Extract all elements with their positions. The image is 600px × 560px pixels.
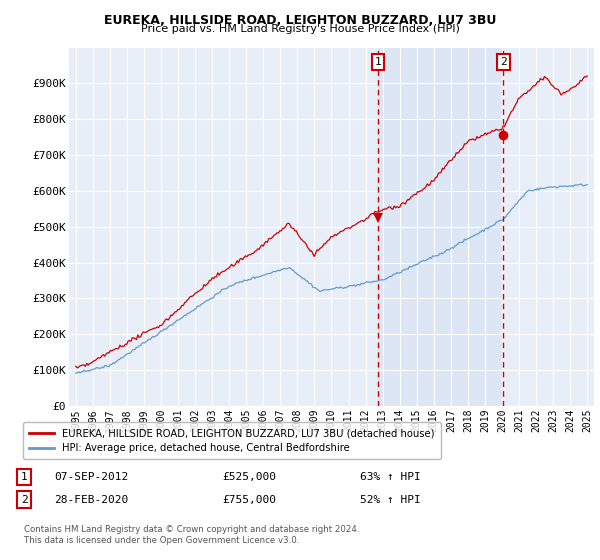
Text: 2: 2 bbox=[500, 57, 507, 67]
Text: 1: 1 bbox=[20, 472, 28, 482]
Text: EUREKA, HILLSIDE ROAD, LEIGHTON BUZZARD, LU7 3BU: EUREKA, HILLSIDE ROAD, LEIGHTON BUZZARD,… bbox=[104, 14, 496, 27]
Text: 07-SEP-2012: 07-SEP-2012 bbox=[54, 472, 128, 482]
Text: £755,000: £755,000 bbox=[222, 494, 276, 505]
Text: Contains HM Land Registry data © Crown copyright and database right 2024.
This d: Contains HM Land Registry data © Crown c… bbox=[24, 525, 359, 545]
Text: 63% ↑ HPI: 63% ↑ HPI bbox=[360, 472, 421, 482]
Text: 2: 2 bbox=[20, 494, 28, 505]
Bar bbox=[377, 48, 503, 406]
Text: 28-FEB-2020: 28-FEB-2020 bbox=[54, 494, 128, 505]
Text: 52% ↑ HPI: 52% ↑ HPI bbox=[360, 494, 421, 505]
Text: 1: 1 bbox=[374, 57, 381, 67]
Legend: EUREKA, HILLSIDE ROAD, LEIGHTON BUZZARD, LU7 3BU (detached house), HPI: Average : EUREKA, HILLSIDE ROAD, LEIGHTON BUZZARD,… bbox=[23, 422, 440, 459]
Text: Price paid vs. HM Land Registry's House Price Index (HPI): Price paid vs. HM Land Registry's House … bbox=[140, 24, 460, 34]
Text: £525,000: £525,000 bbox=[222, 472, 276, 482]
